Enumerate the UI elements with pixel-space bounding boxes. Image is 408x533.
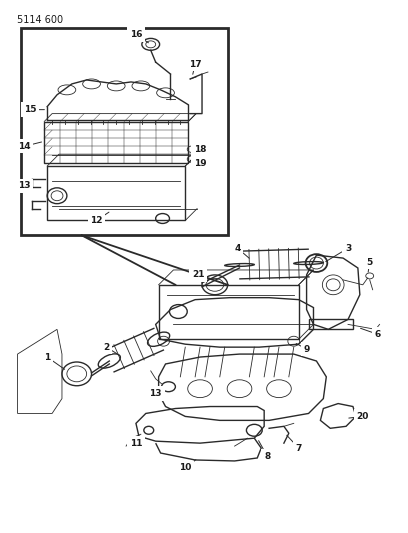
Bar xyxy=(308,319,353,329)
Text: 14: 14 xyxy=(18,142,31,151)
Bar xyxy=(47,166,185,221)
Bar xyxy=(20,28,228,236)
Text: 6: 6 xyxy=(375,330,381,339)
Text: 2: 2 xyxy=(103,343,109,352)
Text: 12: 12 xyxy=(90,216,103,225)
Text: 3: 3 xyxy=(345,244,351,253)
Text: 10: 10 xyxy=(179,463,191,472)
Text: 5114 600: 5114 600 xyxy=(17,14,63,25)
Text: 5: 5 xyxy=(366,257,373,266)
Text: 17: 17 xyxy=(189,60,202,69)
Text: 21: 21 xyxy=(192,270,204,279)
Text: 18: 18 xyxy=(194,145,206,154)
Text: 16: 16 xyxy=(130,30,142,39)
Text: 19: 19 xyxy=(194,159,206,167)
Text: 9: 9 xyxy=(304,345,310,353)
Text: 8: 8 xyxy=(264,451,270,461)
Text: 20: 20 xyxy=(357,412,369,421)
Bar xyxy=(44,122,188,163)
Text: 4: 4 xyxy=(234,244,241,253)
Text: 13: 13 xyxy=(18,181,31,190)
Text: 7: 7 xyxy=(295,443,302,453)
Bar xyxy=(159,285,299,339)
Text: 11: 11 xyxy=(130,439,142,448)
Text: 13: 13 xyxy=(149,389,162,398)
Text: 1: 1 xyxy=(44,352,50,361)
Text: 15: 15 xyxy=(24,105,37,114)
